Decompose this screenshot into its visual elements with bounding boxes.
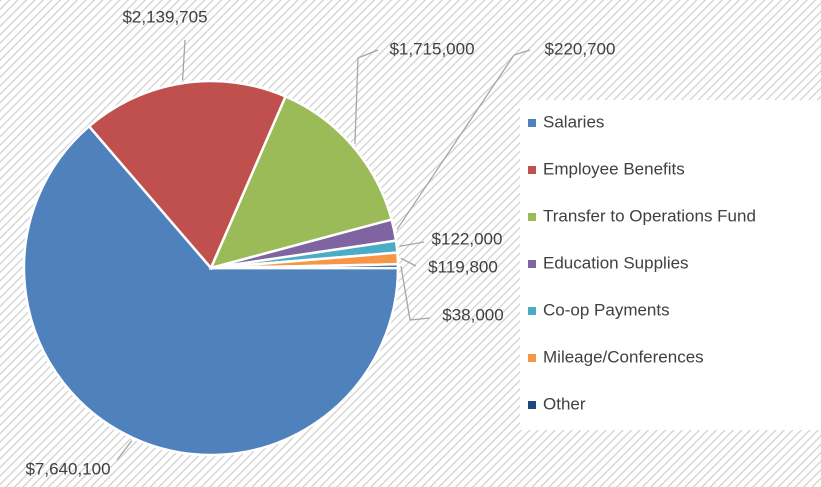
legend-label: Mileage/Conferences — [543, 347, 704, 366]
data-label: $2,139,705 — [122, 7, 207, 26]
leader-line — [399, 241, 425, 247]
leader-line — [396, 49, 531, 230]
pie-slice — [22, 124, 400, 457]
legend-marker — [528, 307, 536, 315]
leader-line — [181, 39, 186, 81]
pie-slice — [87, 79, 288, 271]
leader-line — [354, 49, 379, 144]
legend-marker — [528, 401, 536, 409]
data-label: $220,700 — [545, 39, 616, 58]
legend-marker — [528, 119, 536, 127]
slices — [22, 79, 400, 457]
legend-label: Education Supplies — [543, 253, 689, 272]
data-label: $1,715,000 — [389, 39, 474, 58]
legend-marker — [528, 166, 536, 174]
legend-label: Other — [543, 394, 586, 413]
legend-label: Transfer to Operations Fund — [543, 206, 756, 225]
leader-line — [116, 440, 133, 461]
legend-label: Co-op Payments — [543, 300, 670, 319]
legend-label: Salaries — [543, 112, 604, 131]
labels: $7,640,100 $2,139,705 $1,715,000 $220,700 $1… — [25, 7, 615, 478]
pie-slice — [210, 263, 400, 270]
legend-box — [520, 100, 821, 430]
leader-line — [400, 257, 417, 267]
data-label: $38,000 — [442, 305, 503, 324]
data-label: $7,640,100 — [25, 459, 110, 478]
legend-marker — [528, 354, 536, 362]
leader-line — [400, 266, 431, 321]
legend-marker — [528, 260, 536, 268]
legend-label: Employee Benefits — [543, 159, 685, 178]
data-label: $122,000 — [432, 229, 503, 248]
data-label: $119,800 — [428, 257, 498, 276]
legend-marker — [528, 213, 536, 221]
legend: Salaries Employee Benefits Transfer to Ope… — [528, 112, 756, 413]
pie-slice — [208, 94, 394, 270]
